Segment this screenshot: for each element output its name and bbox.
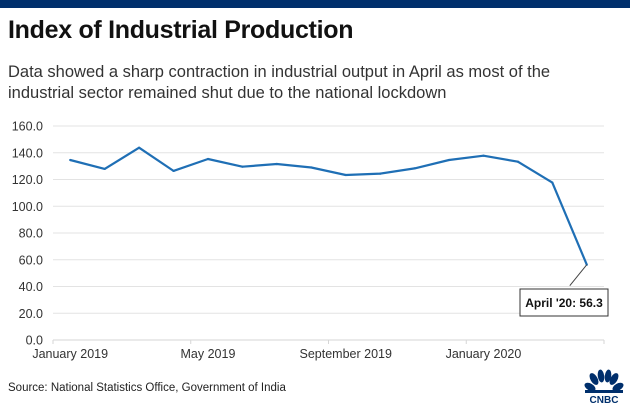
data-point [379, 172, 382, 175]
y-tick-label: 100.0 [12, 200, 43, 214]
annotation-connector [569, 264, 588, 287]
y-tick-label: 80.0 [19, 227, 43, 241]
data-point [310, 166, 313, 169]
y-tick-label: 0.0 [26, 334, 43, 348]
y-tick-label: 60.0 [19, 253, 43, 267]
cnbc-peacock-logo-icon: CNBC [584, 369, 624, 406]
x-tick-label: September 2019 [300, 347, 392, 361]
gridlines [53, 125, 604, 314]
data-point [206, 157, 210, 161]
source-note: Source: National Statistics Office, Gove… [8, 382, 286, 394]
y-tick-label: 140.0 [12, 146, 43, 160]
y-tick-label: 160.0 [12, 120, 43, 134]
data-point [344, 173, 347, 177]
series-line [69, 146, 588, 266]
data-point [447, 158, 451, 162]
data-point [551, 181, 554, 184]
data-point [103, 167, 106, 171]
x-tick-label: January 2020 [446, 347, 522, 361]
data-point [482, 154, 485, 157]
annotation-label: April '20: 56.3 [525, 296, 603, 310]
x-tick-label: May 2019 [181, 347, 236, 361]
data-point [137, 146, 141, 149]
annotation-box [519, 288, 609, 317]
data-point [275, 162, 278, 166]
y-axis-ticks: 0.0 20.0 40.0 60.0 80.0 100.0 120.0 140.0 160.0 [12, 120, 43, 348]
chart-title: Index of Industrial Production [8, 16, 354, 44]
data-point [516, 160, 520, 163]
y-tick-label: 40.0 [19, 280, 43, 294]
annotations: April '20: 56.3 [519, 264, 609, 317]
brand-top-bar [0, 0, 630, 8]
data-point [241, 165, 244, 168]
x-axis: January 2019 May 2019 September 2019 Januar… [32, 339, 605, 361]
data-point [69, 158, 72, 162]
svg-text:CNBC: CNBC [590, 395, 619, 406]
chart-subtitle: Data showed a sharp contraction in indus… [8, 63, 551, 102]
y-tick-label: 120.0 [12, 173, 43, 187]
y-tick-label: 20.0 [19, 307, 43, 321]
data-point [172, 169, 175, 173]
x-tick-label: January 2019 [32, 347, 108, 361]
data-point [413, 167, 416, 170]
